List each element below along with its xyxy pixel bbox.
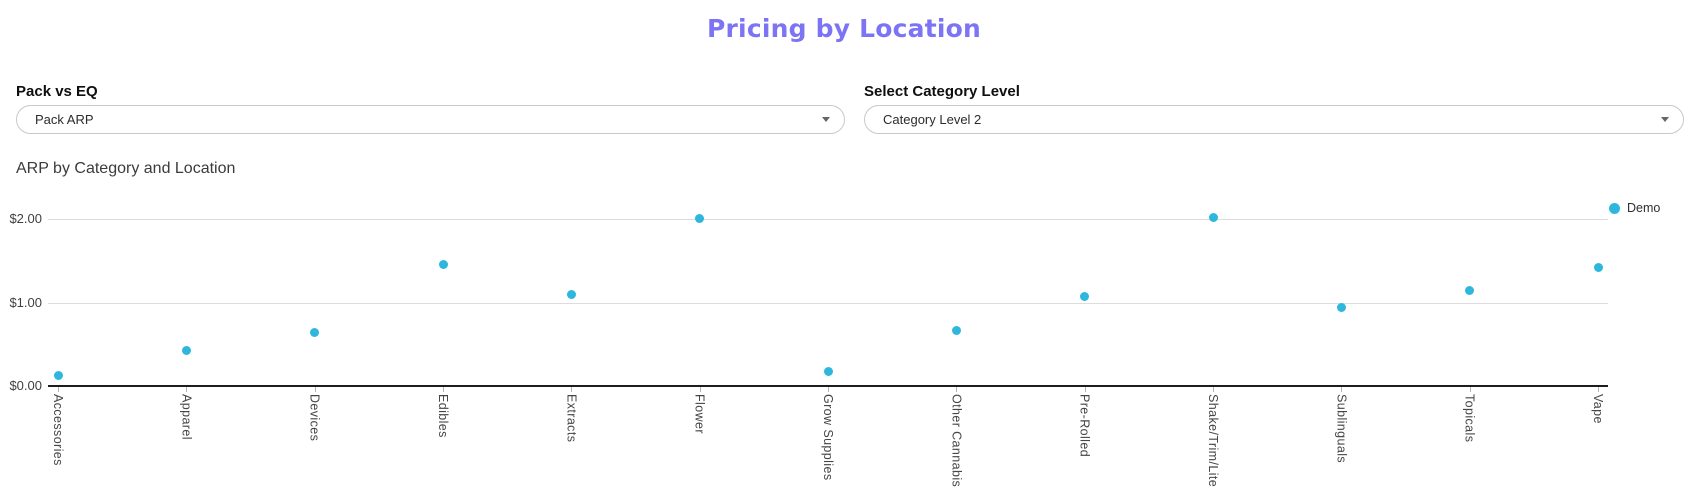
x-axis-category-label: Topicals (1462, 394, 1477, 443)
x-axis-tick-mark (314, 387, 316, 392)
data-point-sublinguals[interactable] (1336, 303, 1346, 312)
y-gridline (48, 302, 1608, 304)
x-axis-tick-mark (1213, 387, 1214, 392)
x-axis-tick-mark (443, 387, 444, 392)
chevron-down-icon (822, 117, 830, 122)
x-axis-category-label: Vape (1591, 394, 1605, 424)
x-axis-tick-mark (1598, 387, 1599, 392)
x-axis-category-label: Extracts (564, 394, 579, 443)
x-axis-category-label: Devices (307, 394, 322, 442)
data-point-vape[interactable] (1593, 262, 1603, 272)
chart-title: ARP by Category and Location (16, 160, 236, 177)
data-point-pre-rolled[interactable] (1080, 292, 1090, 302)
category-level-label: Select Category Level (864, 83, 1020, 100)
x-axis-category-label: Flower (692, 394, 707, 434)
x-axis-category-label: Sublinguals (1334, 394, 1349, 464)
legend-marker-icon (1609, 202, 1620, 214)
data-point-flower[interactable] (695, 213, 705, 223)
y-axis-tick-label: $0.00 (9, 378, 42, 393)
data-point-shake-trim-lite[interactable] (1208, 212, 1218, 222)
y-gridline (48, 219, 1608, 220)
pack-vs-eq-dropdown[interactable]: Pack ARP (16, 105, 845, 134)
x-axis-category-label: Edibles (436, 394, 450, 438)
x-axis-tick-mark (828, 387, 829, 392)
x-axis-category-label: Accessories (51, 394, 65, 466)
data-point-topicals[interactable] (1465, 286, 1475, 296)
x-axis-tick-mark (571, 387, 573, 392)
data-point-extracts[interactable] (566, 290, 576, 300)
x-axis-tick-mark (1084, 387, 1086, 392)
x-axis-category-label: Other Cannabis (949, 394, 964, 488)
data-point-devices[interactable] (310, 328, 320, 338)
data-point-other-cannabis[interactable] (951, 325, 961, 335)
y-axis-tick-label: $1.00 (9, 294, 42, 310)
pack-vs-eq-label: Pack vs EQ (16, 83, 98, 100)
x-axis-tick-mark (1469, 387, 1471, 392)
data-point-accessories[interactable] (53, 370, 63, 380)
x-axis-category-label: Grow Supplies (821, 394, 835, 481)
x-axis-tick-mark (699, 387, 701, 392)
category-level-dropdown[interactable]: Category Level 2 (864, 105, 1684, 134)
x-axis-category-label: Apparel (179, 394, 194, 440)
x-axis-tick-mark (956, 387, 958, 392)
x-axis-line (48, 385, 1608, 387)
y-axis-tick-label: $2.00 (9, 211, 42, 226)
x-axis-category-label: Pre-Rolled (1077, 394, 1092, 458)
x-axis-category-label: Shake/Trim/Lite (1206, 394, 1220, 488)
x-axis-tick-mark (58, 387, 59, 392)
scatter-plot-area (48, 212, 1608, 387)
page-title: Pricing by Location (707, 14, 981, 43)
data-point-edibles[interactable] (438, 260, 448, 270)
legend-label: Demo (1627, 201, 1661, 215)
category-level-selected-value: Category Level 2 (883, 112, 982, 127)
legend-item-demo[interactable]: Demo (1609, 201, 1660, 215)
pack-vs-eq-selected-value: Pack ARP (35, 112, 94, 127)
x-axis-tick-mark (186, 387, 188, 392)
data-point-apparel[interactable] (181, 346, 191, 356)
chevron-down-icon (1661, 117, 1669, 122)
x-axis-tick-mark (1341, 387, 1343, 392)
data-point-grow-supplies[interactable] (823, 367, 833, 377)
